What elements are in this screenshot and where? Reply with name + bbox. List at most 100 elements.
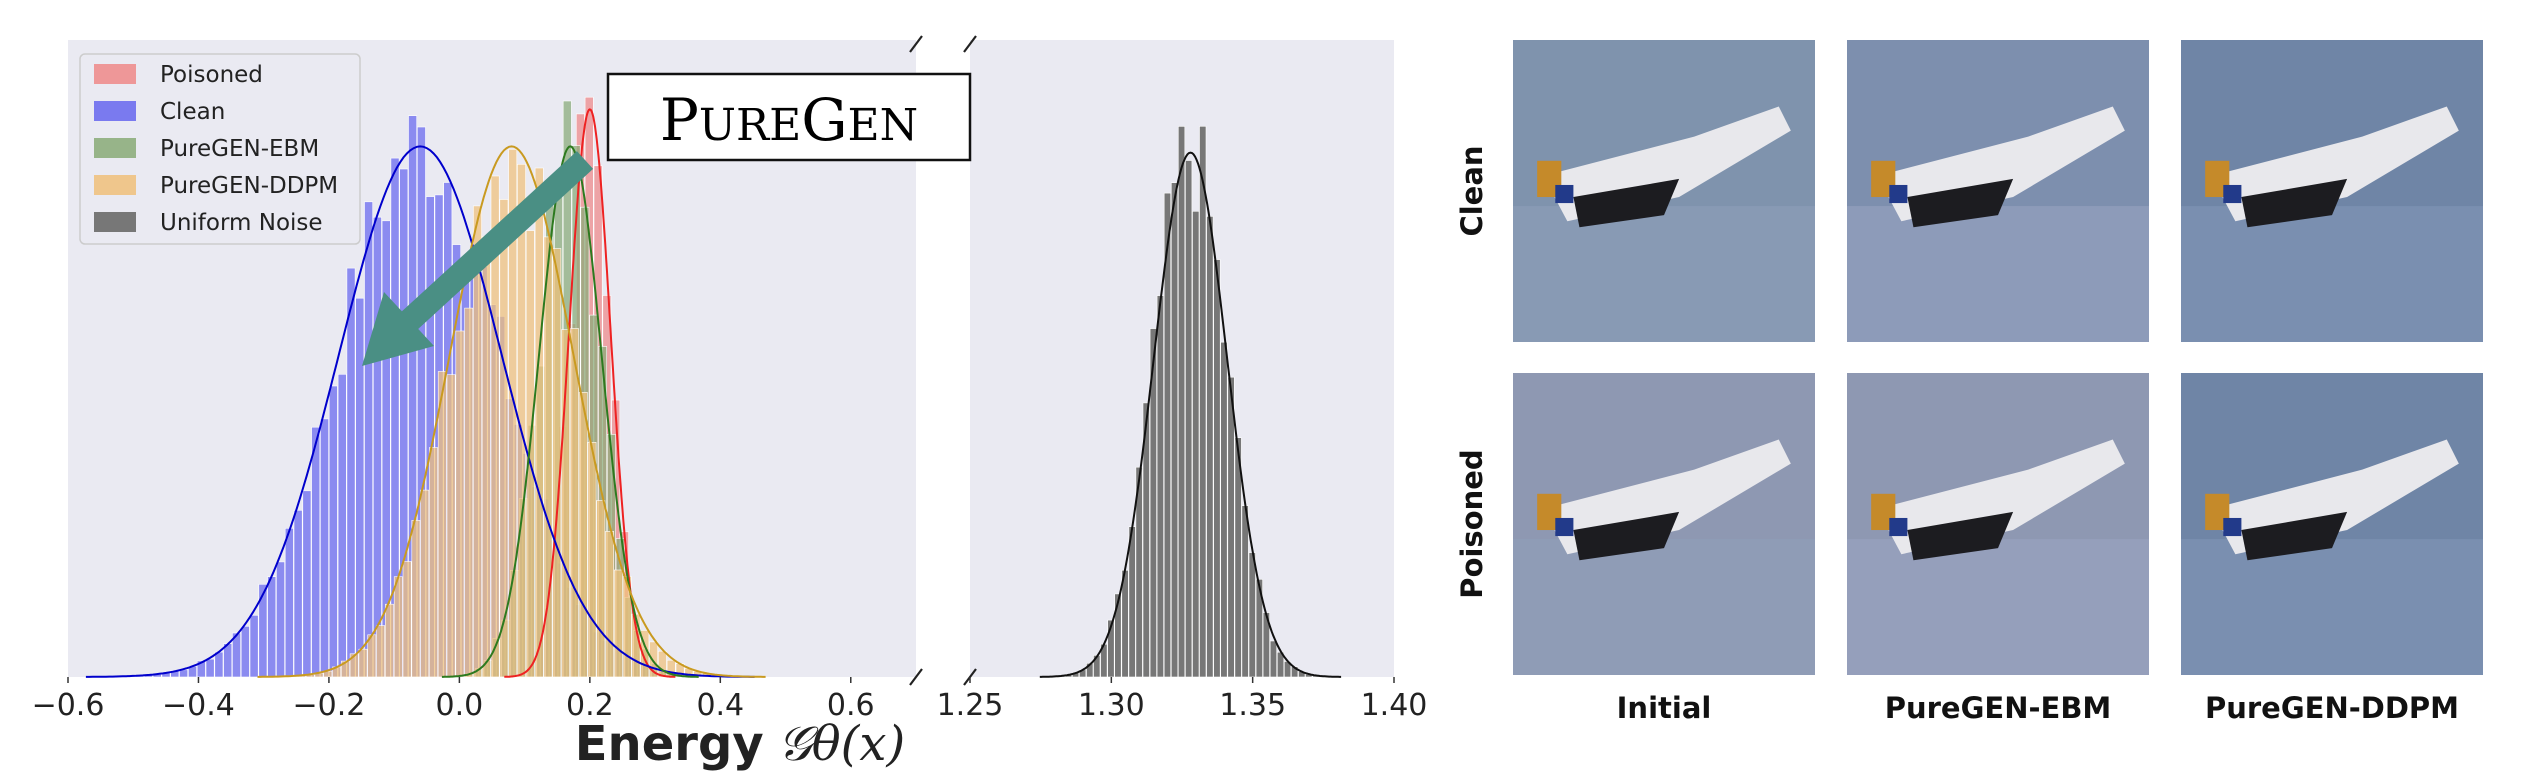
bar-puregen-ddpm-26 bbox=[517, 164, 526, 678]
legend: Poisoned Clean PureGEN-EBM PureGEN-DDPM Unif… bbox=[79, 53, 361, 245]
kde-puregen-ddpm bbox=[257, 145, 766, 678]
bar-uniform-noise-30 bbox=[1269, 640, 1277, 678]
tick-label: 0.2 bbox=[566, 688, 614, 723]
thumbnail-sky-gradient bbox=[1513, 539, 1815, 675]
tick-label: −0.2 bbox=[292, 688, 365, 723]
thumbnail-sky-gradient bbox=[1847, 539, 2149, 675]
bar-uniform-noise-28 bbox=[1255, 578, 1263, 678]
legend-label-uniform-noise: Uniform Noise bbox=[160, 210, 323, 236]
bar-puregen-ddpm-12 bbox=[393, 576, 403, 678]
break-mark-bottom-left bbox=[909, 668, 923, 686]
arrow-shaft bbox=[399, 151, 594, 331]
left-bars bbox=[126, 96, 729, 678]
bar-puregen-ddpm-29 bbox=[543, 236, 553, 678]
kde-poisoned bbox=[504, 108, 676, 678]
bar-uniform-noise-20 bbox=[1199, 126, 1207, 678]
bar-puregen-ddpm-13 bbox=[402, 561, 412, 678]
airplane-tail-blue bbox=[1889, 184, 1908, 204]
legend-swatch-puregen-ebm bbox=[94, 138, 136, 158]
bar-puregen-ddpm-11 bbox=[384, 603, 394, 678]
bar-puregen-ddpm-19 bbox=[455, 330, 465, 678]
bar-puregen-ddpm-27 bbox=[525, 230, 535, 678]
bar-clean-27 bbox=[364, 201, 373, 678]
right-x-ticks: 1.25 1.30 1.35 1.40 bbox=[937, 677, 1428, 723]
bar-uniform-noise-17 bbox=[1178, 126, 1186, 678]
thumbnail-clean-0 bbox=[1513, 40, 1815, 342]
bar-puregen-ddpm-23 bbox=[490, 175, 500, 678]
bar-puregen-ddpm-21 bbox=[473, 205, 482, 678]
bar-uniform-noise-22 bbox=[1213, 259, 1221, 678]
thumbnail-clean-2 bbox=[2181, 40, 2483, 342]
airplane-underside bbox=[1907, 178, 2014, 228]
tick-label: −0.6 bbox=[32, 688, 105, 723]
legend-label-puregen-ebm: PureGEN-EBM bbox=[160, 136, 319, 162]
thumbnail-sky-gradient bbox=[1847, 206, 2149, 342]
bar-clean-10 bbox=[214, 651, 224, 678]
legend-label-poisoned: Poisoned bbox=[160, 62, 263, 88]
bar-clean-11 bbox=[223, 643, 233, 678]
badge-label: PUREGEN bbox=[660, 86, 918, 154]
legend-label-puregen-ddpm: PureGEN-DDPM bbox=[160, 173, 338, 199]
bar-puregen-ddpm-37 bbox=[613, 569, 623, 678]
legend-label-clean: Clean bbox=[160, 99, 225, 125]
bar-uniform-noise-18 bbox=[1185, 160, 1193, 678]
bar-uniform-noise-14 bbox=[1156, 295, 1164, 678]
bar-clean-18 bbox=[284, 527, 294, 678]
legend-box bbox=[79, 53, 361, 245]
bar-puregen-ddpm-28 bbox=[534, 167, 544, 678]
bar-puregen-ddpm-32 bbox=[569, 328, 579, 678]
bar-clean-20 bbox=[302, 490, 312, 678]
col-label-puregen-ebm: PureGEN-EBM bbox=[1885, 691, 2112, 725]
x-axis-label: Energy 𝒢θ(x) bbox=[575, 716, 905, 772]
airplane-tail-blue bbox=[1555, 184, 1574, 204]
airplane-tail-blue bbox=[2223, 517, 2242, 537]
airplane-underside bbox=[2241, 511, 2348, 561]
bar-puregen-ddpm-31 bbox=[561, 329, 570, 678]
bar-puregen-ddpm-24 bbox=[499, 199, 509, 678]
tick-label: 0.0 bbox=[436, 688, 484, 723]
tick-label: 0.6 bbox=[827, 688, 875, 723]
bar-uniform-noise-10 bbox=[1128, 526, 1136, 678]
shift-arrow bbox=[362, 151, 594, 366]
break-mark-top-right bbox=[963, 35, 977, 53]
legend-swatch-poisoned bbox=[94, 64, 136, 84]
kde-puregen-ebm bbox=[441, 145, 699, 678]
airplane-tail-blue bbox=[1889, 517, 1908, 537]
bar-clean-26 bbox=[355, 297, 365, 678]
bar-clean-23 bbox=[328, 385, 338, 678]
thumbnail-sky-gradient bbox=[2181, 539, 2483, 675]
bar-puregen-ddpm-33 bbox=[578, 391, 588, 678]
bar-uniform-noise-9 bbox=[1121, 569, 1129, 678]
bar-uniform-noise-27 bbox=[1248, 552, 1256, 678]
bar-clean-28 bbox=[372, 216, 382, 678]
airplane-tail-blue bbox=[2223, 184, 2242, 204]
airplane-tail-blue bbox=[1555, 517, 1574, 537]
bar-uniform-noise-13 bbox=[1149, 328, 1157, 678]
bar-puregen-ddpm-20 bbox=[464, 307, 474, 678]
tick-label: −0.4 bbox=[162, 688, 235, 723]
thumbnail-poisoned-1 bbox=[1847, 373, 2149, 675]
badge-box bbox=[606, 72, 972, 162]
legend-swatch-clean bbox=[94, 101, 136, 121]
bar-puregen-ddpm-8 bbox=[358, 648, 368, 678]
puregen-badge: PUREGEN bbox=[606, 72, 972, 162]
left-kde-curves bbox=[85, 108, 766, 678]
bar-puregen-ddpm-10 bbox=[376, 625, 385, 678]
image-grid: Clean Poisoned Initial PureGEN-EBM PureGEN-D… bbox=[1455, 40, 2483, 725]
legend-swatch-puregen-ddpm bbox=[94, 175, 136, 195]
bar-clean-8 bbox=[196, 660, 206, 678]
tick-label: 1.35 bbox=[1219, 688, 1286, 723]
bar-puregen-ddpm-35 bbox=[596, 500, 606, 678]
row-label-clean: Clean bbox=[1455, 145, 1489, 236]
bar-clean-17 bbox=[276, 561, 285, 678]
tick-label: 1.40 bbox=[1361, 688, 1428, 723]
kde-uniform-noise bbox=[1039, 151, 1342, 678]
bar-puregen-ddpm-6 bbox=[340, 660, 350, 678]
bar-uniform-noise-12 bbox=[1142, 402, 1150, 678]
airplane-underside bbox=[2241, 178, 2348, 228]
bar-clean-16 bbox=[267, 576, 277, 678]
bar-uniform-noise-25 bbox=[1234, 437, 1242, 678]
bar-clean-9 bbox=[205, 658, 215, 678]
bar-uniform-noise-24 bbox=[1227, 376, 1235, 678]
bar-puregen-ddpm-41 bbox=[649, 641, 658, 678]
